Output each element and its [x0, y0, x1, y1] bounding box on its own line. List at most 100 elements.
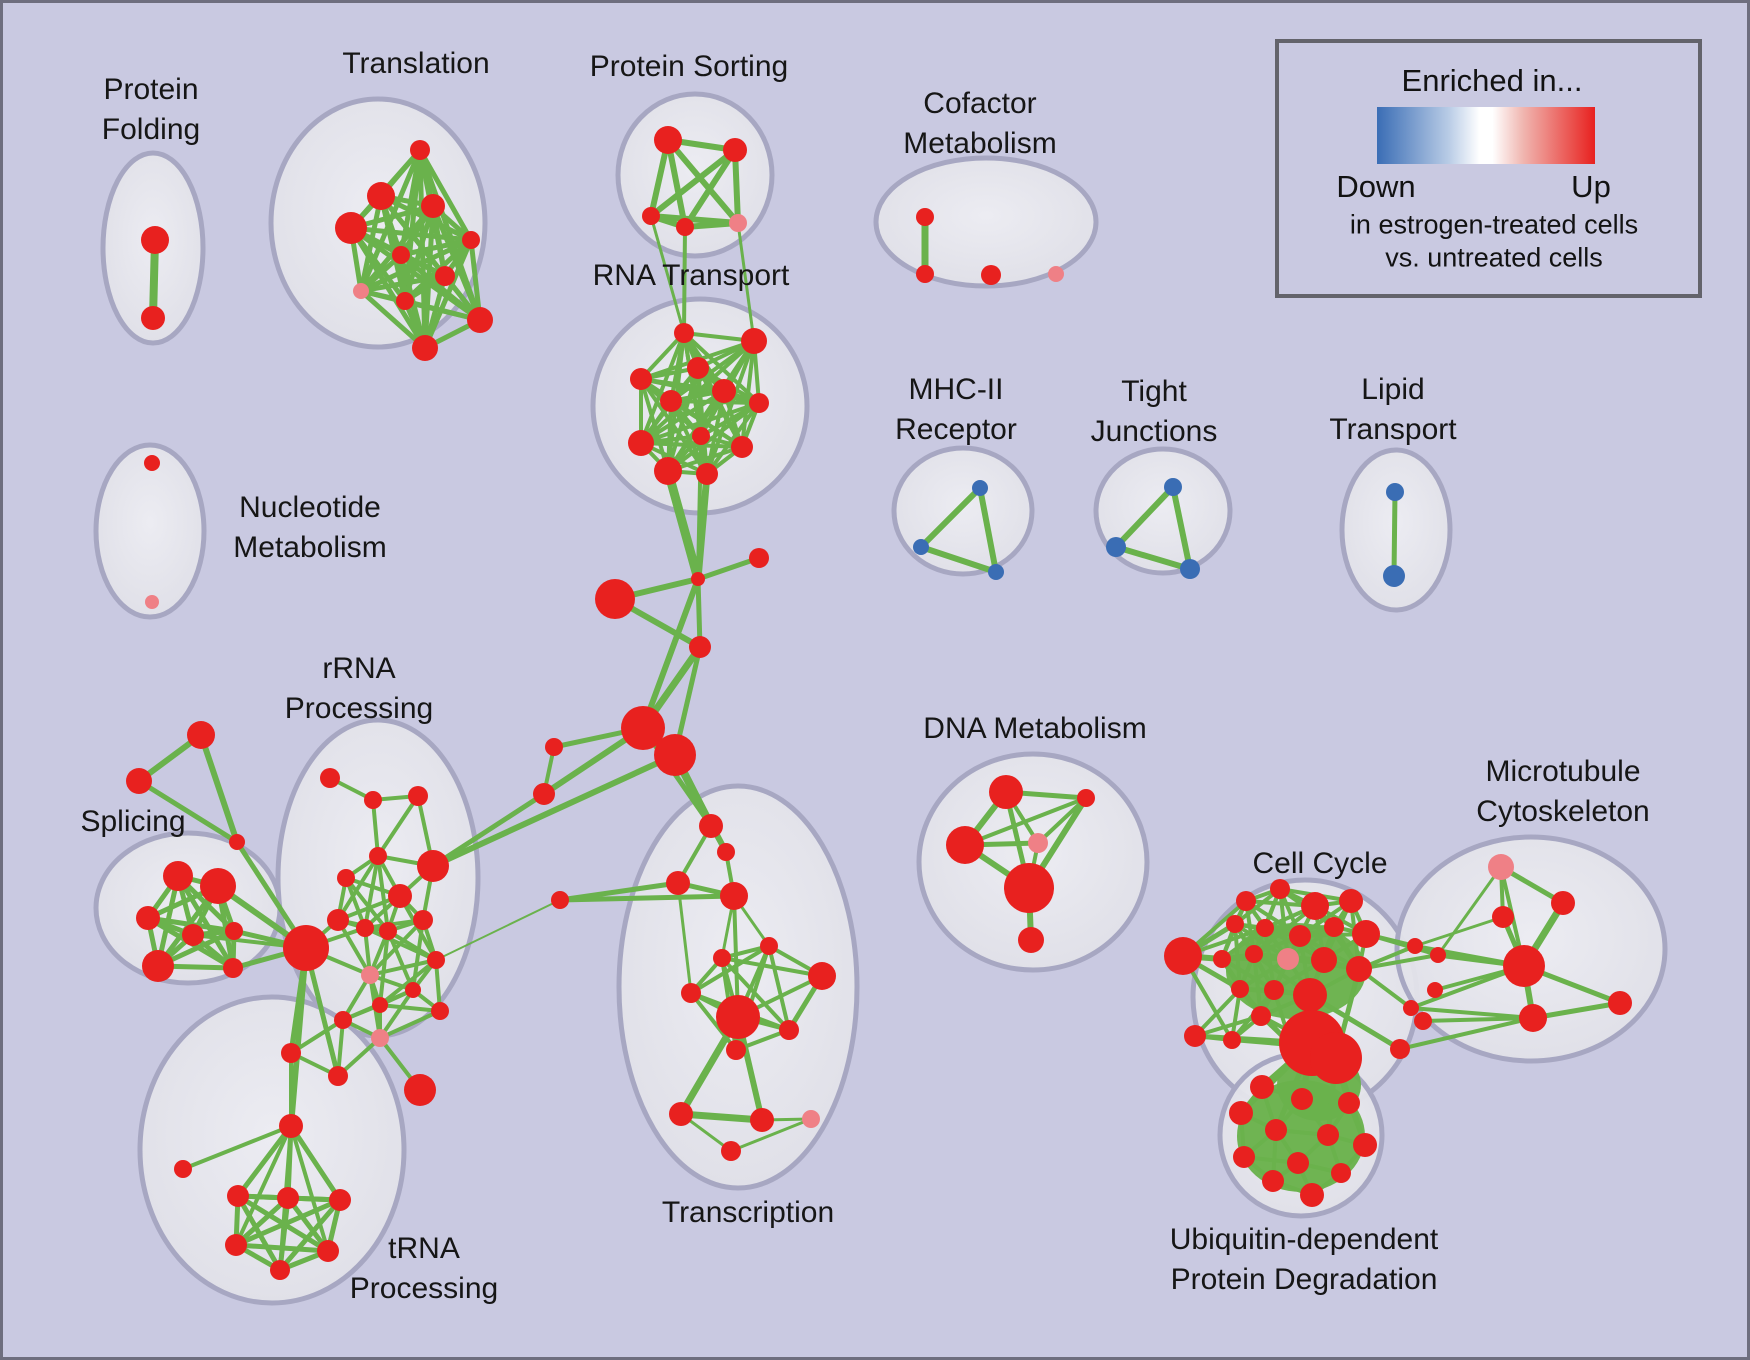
network-edge[interactable] [233, 1195, 291, 1248]
network-node[interactable] [946, 826, 984, 864]
network-edge[interactable] [430, 791, 547, 869]
network-node[interactable] [749, 548, 769, 568]
network-node[interactable] [595, 579, 635, 619]
network-node[interactable] [353, 283, 369, 299]
network-edge[interactable] [648, 147, 738, 219]
network-edge[interactable] [1220, 957, 1276, 992]
network-edge[interactable] [1421, 1016, 1535, 1023]
network-node[interactable] [367, 182, 395, 210]
network-edge[interactable] [639, 377, 709, 476]
network-node[interactable] [808, 962, 836, 990]
network-node[interactable] [431, 1002, 449, 1020]
network-node[interactable] [726, 1040, 746, 1060]
network-node[interactable] [279, 1114, 303, 1138]
network-node[interactable] [654, 126, 682, 154]
network-edge[interactable] [1391, 489, 1398, 579]
network-node[interactable] [144, 455, 160, 471]
network-edge[interactable] [378, 988, 415, 1040]
network-node[interactable] [1233, 1146, 1255, 1168]
network-node[interactable] [1386, 483, 1404, 501]
network-node[interactable] [1551, 891, 1575, 915]
network-node[interactable] [654, 457, 682, 485]
network-edge[interactable] [740, 339, 756, 449]
network-edge[interactable] [918, 485, 983, 550]
network-node[interactable] [689, 636, 711, 658]
network-node[interactable] [174, 1160, 192, 1178]
network-edge[interactable] [344, 876, 390, 933]
network-node[interactable] [229, 834, 245, 850]
network-edge[interactable] [198, 732, 240, 845]
network-edge[interactable] [689, 991, 738, 1052]
network-node[interactable] [404, 1074, 436, 1106]
network-edge[interactable] [336, 854, 380, 922]
network-node[interactable] [1277, 948, 1299, 970]
network-node[interactable] [1164, 937, 1202, 975]
network-edge[interactable] [1307, 992, 1403, 1052]
network-node[interactable] [408, 786, 428, 806]
network-edge[interactable] [277, 1197, 343, 1273]
network-edge[interactable] [417, 147, 474, 243]
network-edge[interactable] [358, 273, 448, 294]
network-node[interactable] [713, 949, 731, 967]
network-node[interactable] [692, 427, 710, 445]
network-edge[interactable] [918, 544, 999, 575]
network-edge[interactable] [729, 1117, 813, 1153]
network-node[interactable] [1270, 879, 1290, 899]
network-node[interactable] [1301, 892, 1329, 920]
network-edge[interactable] [234, 1124, 293, 1247]
network-edge[interactable] [1278, 887, 1290, 961]
network-edge[interactable] [682, 147, 738, 230]
network-edge[interactable] [136, 778, 240, 845]
network-node[interactable] [729, 214, 747, 232]
network-node[interactable] [1287, 1152, 1309, 1174]
network-node[interactable] [372, 997, 388, 1013]
network-node[interactable] [1353, 1133, 1377, 1157]
network-node[interactable] [223, 958, 243, 978]
network-edge[interactable] [235, 1123, 294, 1199]
network-edge[interactable] [1398, 1016, 1535, 1051]
network-node[interactable] [421, 194, 445, 218]
network-node[interactable] [1430, 947, 1446, 963]
network-edge[interactable] [696, 434, 703, 581]
network-node[interactable] [1300, 1183, 1324, 1207]
network-edge[interactable] [557, 893, 737, 903]
network-edge[interactable] [676, 881, 693, 995]
network-node[interactable] [712, 379, 736, 403]
network-edge[interactable] [1170, 484, 1193, 572]
network-node[interactable] [371, 1029, 389, 1047]
network-node[interactable] [467, 307, 493, 333]
network-node[interactable] [989, 775, 1023, 809]
network-node[interactable] [270, 1260, 290, 1280]
network-edge[interactable] [181, 1124, 293, 1171]
network-node[interactable] [628, 430, 654, 456]
network-node[interactable] [1403, 1000, 1419, 1016]
network-edge[interactable] [1113, 484, 1176, 550]
network-node[interactable] [405, 982, 421, 998]
network-edge[interactable] [378, 1003, 442, 1013]
network-node[interactable] [392, 246, 410, 264]
network-node[interactable] [720, 882, 748, 910]
network-node[interactable] [281, 1043, 301, 1063]
network-edge[interactable] [649, 214, 686, 335]
network-node[interactable] [1324, 917, 1344, 937]
network-edge[interactable] [732, 147, 741, 226]
network-node[interactable] [283, 925, 329, 971]
network-node[interactable] [972, 480, 988, 496]
network-node[interactable] [621, 706, 665, 750]
network-edge[interactable] [1193, 1014, 1263, 1038]
network-edge[interactable] [363, 854, 380, 930]
network-node[interactable] [721, 1141, 741, 1161]
network-node[interactable] [388, 884, 412, 908]
network-node[interactable] [1250, 1075, 1274, 1099]
network-edge[interactable] [368, 958, 438, 977]
network-node[interactable] [200, 868, 236, 904]
network-node[interactable] [329, 1189, 351, 1211]
network-edge[interactable] [767, 944, 791, 1032]
network-node[interactable] [674, 323, 694, 343]
network-edge[interactable] [720, 956, 791, 1032]
network-node[interactable] [642, 207, 660, 225]
network-node[interactable] [227, 1185, 249, 1207]
network-node[interactable] [361, 966, 379, 984]
network-node[interactable] [1289, 925, 1311, 947]
network-edge[interactable] [677, 1110, 766, 1124]
